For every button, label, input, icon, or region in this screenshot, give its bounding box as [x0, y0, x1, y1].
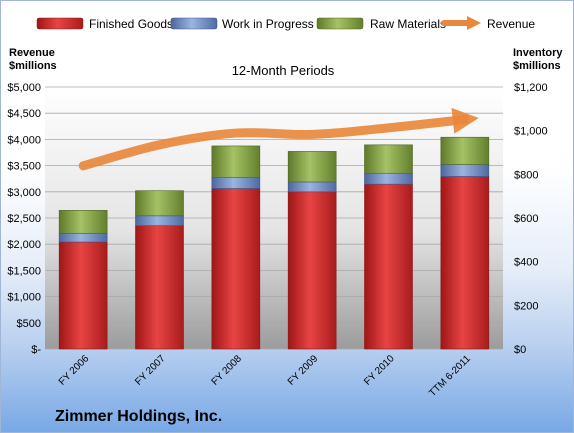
right-axis-tick-label: $1,000	[514, 126, 548, 138]
bar-raw-materials	[364, 144, 413, 174]
legend-swatch-raw-materials	[316, 17, 364, 30]
gridlines	[45, 86, 503, 350]
category-label: FY 2008	[210, 353, 245, 388]
right-axis-ticks: $0 $200 $400 $600 $800 $1,000 $1,200	[514, 82, 548, 356]
left-axis-ticks: $- $500 $1,000 $1,500 $2,000 $2,500 $3,000 $3,5…	[7, 82, 41, 356]
bar-raw-materials	[135, 190, 184, 217]
category-label: FY 2007	[133, 353, 168, 388]
bar-finished-goods	[58, 241, 108, 350]
left-axis-tick-label: $2,500	[7, 213, 41, 225]
legend: Finished Goods Work in Progress Raw Mate…	[36, 16, 535, 31]
legend-swatch-finished-goods	[36, 17, 84, 30]
left-axis-tick-label: $4,000	[7, 134, 41, 146]
bar-work-in-progress	[287, 181, 337, 193]
left-axis-tick-label: $2,000	[7, 239, 41, 251]
left-axis-tick-label: $500	[17, 318, 41, 330]
left-axis-tick-label: $1,500	[7, 265, 41, 277]
bar-work-in-progress	[135, 215, 184, 226]
left-axis-tick-label: $3,000	[7, 187, 41, 199]
right-axis-tick-label: $1,200	[514, 82, 548, 94]
bar-finished-goods	[287, 191, 337, 350]
right-axis-tick-label: $200	[514, 300, 538, 312]
right-axis-tick-label: $400	[514, 257, 538, 269]
bar-raw-materials	[58, 210, 108, 234]
company-name: Zimmer Holdings, Inc.	[55, 408, 222, 425]
bar-raw-materials	[211, 145, 261, 178]
left-axis-title-line2: $millions	[9, 60, 57, 72]
bar-finished-goods	[135, 225, 184, 350]
left-axis-tick-label: $-	[31, 344, 41, 356]
right-axis-tick-label: $0	[514, 344, 526, 356]
bar-raw-materials	[287, 151, 337, 183]
bar-work-in-progress	[58, 232, 108, 243]
left-axis-tick-label: $1,000	[7, 292, 41, 304]
category-label: FY 2010	[362, 353, 397, 388]
right-axis-tick-label: $600	[514, 213, 538, 225]
legend-label-raw-materials: Raw Materials	[370, 17, 446, 31]
right-axis-tick-label: $800	[514, 169, 538, 181]
category-label: FY 2009	[286, 353, 321, 388]
bar-finished-goods	[211, 188, 261, 350]
category-labels: FY 2006 FY 2007 FY 2008 FY 2009 FY 2010 TTM 6…	[57, 353, 473, 399]
bar-work-in-progress	[440, 164, 490, 177]
revenue-line	[78, 107, 479, 171]
bar-stacks	[58, 136, 490, 350]
legend-label-finished-goods: Finished Goods	[89, 17, 173, 31]
legend-swatch-work-in-progress	[170, 17, 218, 30]
bar-work-in-progress	[211, 177, 261, 189]
left-axis-tick-label: $4,500	[7, 108, 41, 120]
revenue-arrowhead	[451, 107, 479, 134]
chart-subtitle: 12-Month Periods	[232, 63, 335, 78]
bar-finished-goods	[364, 183, 413, 350]
category-label: TTM 6-2011	[427, 353, 473, 399]
revenue-line-path	[78, 114, 470, 171]
legend-label-revenue: Revenue	[487, 17, 535, 31]
left-axis-tick-label: $5,000	[7, 82, 41, 94]
left-axis-tick-label: $3,500	[7, 161, 41, 173]
legend-swatch-revenue	[441, 16, 481, 30]
bar-work-in-progress	[364, 172, 413, 185]
right-axis-title-line2: $millions	[513, 60, 561, 72]
legend-label-work-in-progress: Work in Progress	[222, 17, 314, 31]
bar-finished-goods	[440, 176, 490, 350]
left-axis-title-line1: Revenue	[9, 47, 55, 59]
category-label: FY 2006	[57, 353, 92, 388]
bar-raw-materials	[440, 136, 490, 165]
right-axis-title-line1: Inventory	[513, 47, 563, 59]
